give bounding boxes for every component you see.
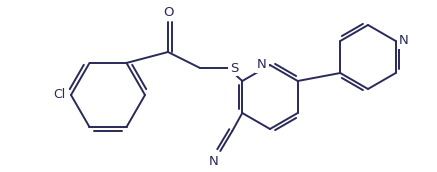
Text: N: N — [399, 35, 409, 47]
Text: Cl: Cl — [54, 89, 66, 101]
Text: N: N — [208, 155, 218, 168]
Text: O: O — [163, 6, 173, 19]
Text: N: N — [257, 58, 267, 72]
Text: S: S — [230, 62, 238, 74]
